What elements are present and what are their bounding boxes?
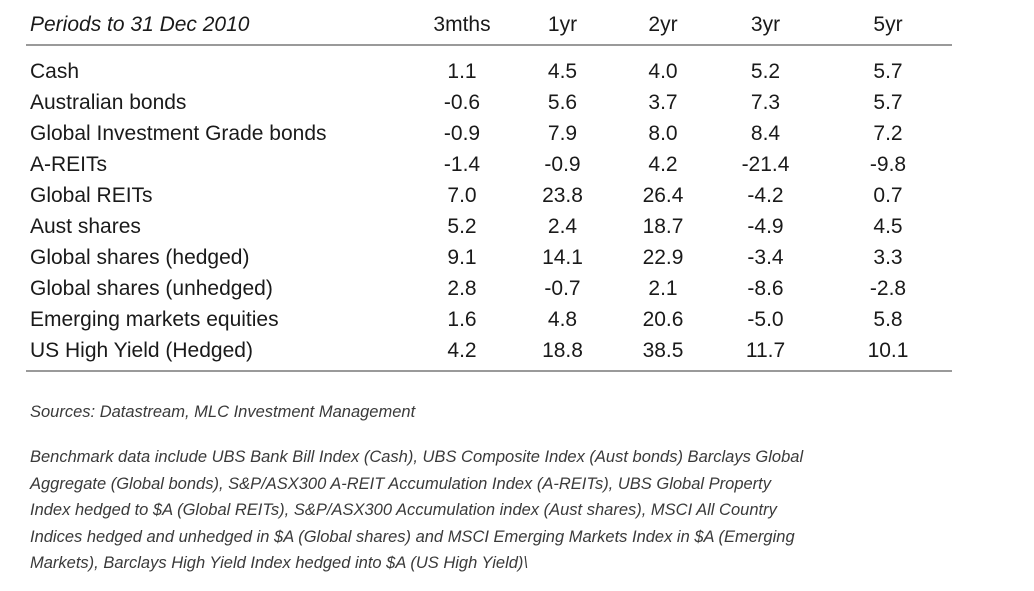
return-cell-5yr: 0.7 <box>873 183 903 207</box>
asset-class-label: A-REITs <box>30 152 108 176</box>
return-cell-3mths: 4.2 <box>418 335 506 372</box>
table-body: Cash 1.1 4.5 4.0 5.2 5.7 Australian bonds -0.6 5… <box>26 45 952 372</box>
return-cell-5yr: 5.7 <box>873 59 903 83</box>
return-cell-5yr: -2.8 <box>869 276 907 300</box>
table-row: Global Investment Grade bonds -0.9 7.9 8.0 8… <box>26 118 952 149</box>
return-cell-5yr: 3.3 <box>873 245 903 269</box>
sources-note: Sources: Datastream, MLC Investment Mana… <box>30 403 416 421</box>
table-spacer-row <box>26 45 952 56</box>
return-cell-1yr: 5.6 <box>547 90 578 114</box>
return-cell-3mths: -0.9 <box>443 121 481 145</box>
table-row: Global shares (unhedged) 2.8 -0.7 2.1 -8.6 -2… <box>26 273 952 304</box>
benchmark-note: Benchmark data include UBS Bank Bill Ind… <box>30 444 850 577</box>
return-cell-2yr: 18.7 <box>642 214 684 238</box>
table-row: Global REITs 7.0 23.8 26.4 -4.2 0.7 <box>26 180 952 211</box>
return-cell-3mths: 1.6 <box>447 307 477 331</box>
return-cell-1yr: 4.8 <box>547 307 578 331</box>
return-cell-1yr: 23.8 <box>542 183 583 207</box>
return-cell-3mths: 5.2 <box>447 214 477 238</box>
return-cell-2yr: 4.0 <box>648 59 678 83</box>
asset-class-label: Global shares (unhedged) <box>30 276 273 300</box>
return-cell-2yr: 3.7 <box>648 90 678 114</box>
return-cell-3mths: -0.6 <box>443 90 481 114</box>
asset-class-label: Australian bonds <box>30 90 187 114</box>
return-cell-1yr: -0.7 <box>544 276 581 300</box>
return-cell-2yr: 38.5 <box>619 335 707 372</box>
return-cell-1yr: 4.5 <box>547 59 578 83</box>
table-row: Australian bonds -0.6 5.6 3.7 7.3 5.7 <box>26 87 952 118</box>
benchmark-line: Markets), Barclays High Yield Index hedg… <box>30 554 529 572</box>
return-cell-3yr: 11.7 <box>707 335 824 372</box>
return-cell-3yr: -4.2 <box>747 183 784 207</box>
return-cell-3yr: -21.4 <box>741 152 790 176</box>
return-cell-2yr: 22.9 <box>642 245 684 269</box>
return-cell-3yr: -5.0 <box>747 307 784 331</box>
returns-table: Periods to 31 Dec 2010 3mths 1yr 2yr 3yr… <box>26 6 952 372</box>
asset-class-label: Aust shares <box>30 214 141 238</box>
return-cell-5yr: 5.7 <box>873 90 903 114</box>
column-header-2yr: 2yr <box>619 6 707 46</box>
return-cell-2yr: 2.1 <box>648 276 678 300</box>
table-row: Emerging markets equities 1.6 4.8 20.6 -5.0 5… <box>26 304 952 335</box>
return-cell-3mths: 7.0 <box>447 183 477 207</box>
asset-class-label: Emerging markets equities <box>30 307 279 331</box>
return-cell-2yr: 20.6 <box>642 307 684 331</box>
column-header-3mths: 3mths <box>418 6 506 46</box>
return-cell-3yr: 7.3 <box>750 90 781 114</box>
table-row: A-REITs -1.4 -0.9 4.2 -21.4 -9.8 <box>26 149 952 180</box>
asset-class-label: Global REITs <box>30 183 153 207</box>
return-cell-3mths: 2.8 <box>447 276 477 300</box>
asset-class-label: Global shares (hedged) <box>30 245 250 269</box>
asset-class-label: US High Yield (Hedged) <box>26 335 418 372</box>
table-row: Global shares (hedged) 9.1 14.1 22.9 -3.4 3.3 <box>26 242 952 273</box>
return-cell-1yr: 7.9 <box>547 121 578 145</box>
return-cell-3yr: -4.9 <box>747 214 784 238</box>
benchmark-line: Aggregate (Global bonds), S&P/ASX300 A-R… <box>30 474 772 493</box>
return-cell-5yr: -9.8 <box>869 152 907 176</box>
asset-class-label: Cash <box>30 59 80 83</box>
return-cell-3yr: -3.4 <box>747 245 784 269</box>
return-cell-5yr: 7.2 <box>873 121 903 145</box>
return-cell-3yr: 8.4 <box>750 121 781 145</box>
table-row: US High Yield (Hedged) 4.2 18.8 38.5 11.7 10.… <box>26 335 952 372</box>
return-cell-2yr: 4.2 <box>648 152 678 176</box>
table-header-row: Periods to 31 Dec 2010 3mths 1yr 2yr 3yr… <box>26 6 952 46</box>
asset-class-label: Global Investment Grade bonds <box>30 121 327 145</box>
return-cell-1yr: 2.4 <box>547 214 578 238</box>
benchmark-line: Index hedged to $A (Global REITs), S&P/A… <box>30 501 777 519</box>
column-header-3yr: 3yr <box>707 6 824 46</box>
return-cell-3mths: 1.1 <box>447 59 477 83</box>
column-header-1yr: 1yr <box>506 6 619 46</box>
return-cell-5yr: 10.1 <box>824 335 952 372</box>
return-cell-1yr: 14.1 <box>542 245 583 269</box>
column-header-5yr: 5yr <box>824 6 952 46</box>
return-cell-1yr: 18.8 <box>506 335 619 372</box>
table-row: Cash 1.1 4.5 4.0 5.2 5.7 <box>26 56 952 87</box>
return-cell-2yr: 8.0 <box>648 121 678 145</box>
return-cell-3mths: 9.1 <box>447 245 477 269</box>
period-header: Periods to 31 Dec 2010 <box>26 6 418 46</box>
benchmark-line: Indices hedged and unhedged in $A (Globa… <box>30 527 795 546</box>
return-cell-3mths: -1.4 <box>443 152 481 176</box>
return-cell-3yr: -8.6 <box>747 276 784 300</box>
return-cell-3yr: 5.2 <box>750 59 781 83</box>
return-cell-2yr: 26.4 <box>642 183 684 207</box>
return-cell-5yr: 4.5 <box>873 214 903 238</box>
table-row: Aust shares 5.2 2.4 18.7 -4.9 4.5 <box>26 211 952 242</box>
benchmark-line: Benchmark data include UBS Bank Bill Ind… <box>30 448 804 466</box>
return-cell-5yr: 5.8 <box>873 307 903 331</box>
return-cell-1yr: -0.9 <box>544 152 581 176</box>
